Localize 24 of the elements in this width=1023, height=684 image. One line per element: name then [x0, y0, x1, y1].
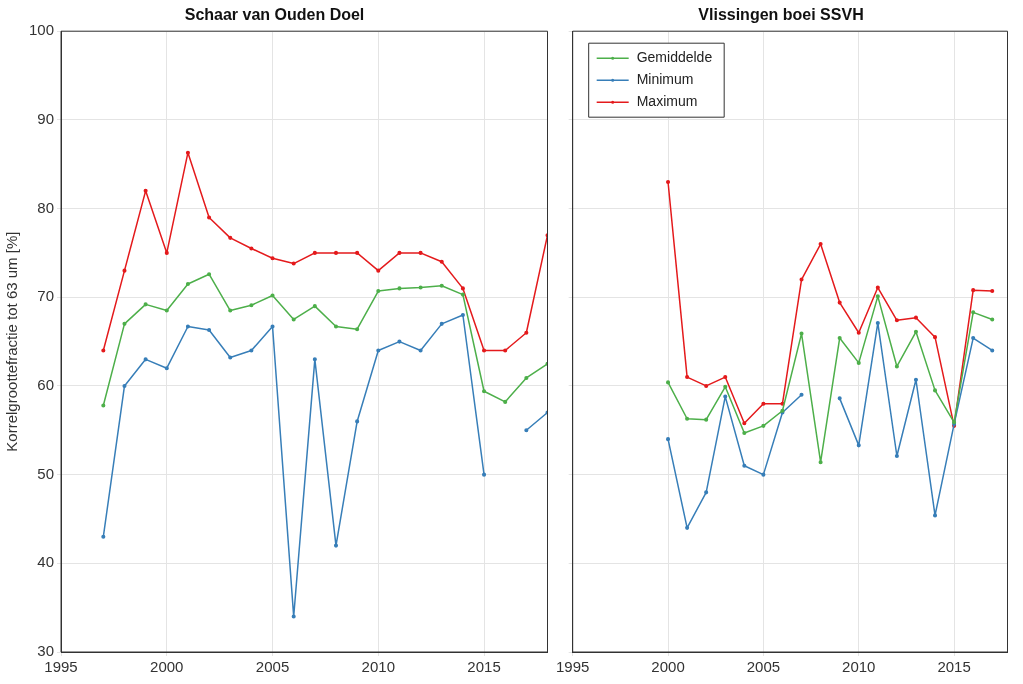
y-tick-label: 40: [37, 553, 55, 571]
x-tick-label: 2000: [651, 658, 685, 676]
y-axis-title: Korrelgroottefractie tot 63 um [%]: [3, 231, 21, 452]
x-tick-label: 2010: [842, 658, 876, 676]
y-tick-label: 70: [37, 287, 55, 305]
x-tick-label: 1995: [44, 658, 78, 676]
x-tick-label: 2005: [255, 658, 290, 676]
y-tick-label: 80: [37, 198, 55, 216]
legend-label: Minimum: [636, 71, 694, 88]
x-tick-label: 1995: [556, 658, 590, 676]
legend-label: Maximum: [636, 93, 698, 110]
x-tick-label: 2015: [937, 658, 971, 676]
x-tick-label: 2005: [746, 658, 781, 676]
x-tick-label: 2000: [150, 658, 184, 676]
x-tick-label: 2010: [361, 658, 395, 676]
legend-label: Gemiddelde: [636, 49, 713, 66]
chart-title: Schaar van Ouden Doel: [184, 6, 365, 24]
chart-title: Vlissingen boei SSVH: [698, 6, 864, 24]
y-tick-label: 90: [37, 110, 55, 128]
y-tick-label: 60: [37, 376, 55, 394]
y-tick-label: 100: [29, 21, 55, 39]
y-tick-label: 30: [37, 642, 55, 660]
y-tick-label: 50: [37, 464, 55, 482]
x-tick-label: 2015: [467, 658, 501, 676]
